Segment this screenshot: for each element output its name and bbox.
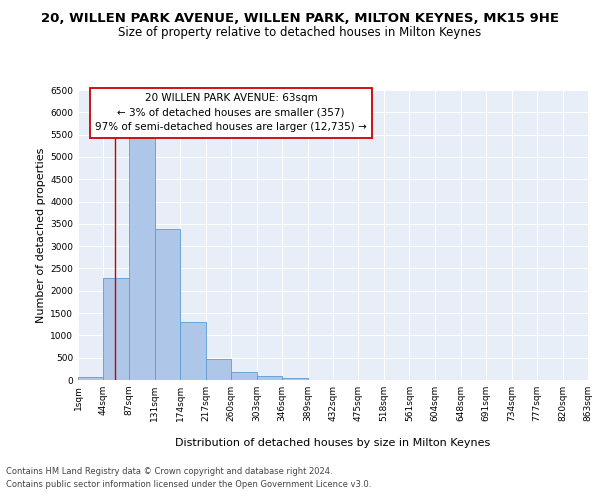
Text: 20, WILLEN PARK AVENUE, WILLEN PARK, MILTON KEYNES, MK15 9HE: 20, WILLEN PARK AVENUE, WILLEN PARK, MIL…	[41, 12, 559, 26]
Bar	[282, 378, 308, 380]
Bar	[181, 322, 206, 380]
Bar	[78, 376, 103, 380]
Text: 20 WILLEN PARK AVENUE: 63sqm
← 3% of detached houses are smaller (357)
97% of se: 20 WILLEN PARK AVENUE: 63sqm ← 3% of det…	[95, 93, 367, 132]
Bar	[206, 359, 231, 380]
Text: Size of property relative to detached houses in Milton Keynes: Size of property relative to detached ho…	[118, 26, 482, 39]
Y-axis label: Number of detached properties: Number of detached properties	[36, 148, 46, 322]
Text: Distribution of detached houses by size in Milton Keynes: Distribution of detached houses by size …	[175, 438, 491, 448]
Text: Contains HM Land Registry data © Crown copyright and database right 2024.: Contains HM Land Registry data © Crown c…	[6, 467, 332, 476]
Bar	[129, 138, 155, 380]
Bar	[103, 278, 129, 380]
Text: Contains public sector information licensed under the Open Government Licence v3: Contains public sector information licen…	[6, 480, 371, 489]
Bar	[155, 229, 181, 380]
Bar	[257, 376, 282, 380]
Bar	[231, 372, 257, 380]
